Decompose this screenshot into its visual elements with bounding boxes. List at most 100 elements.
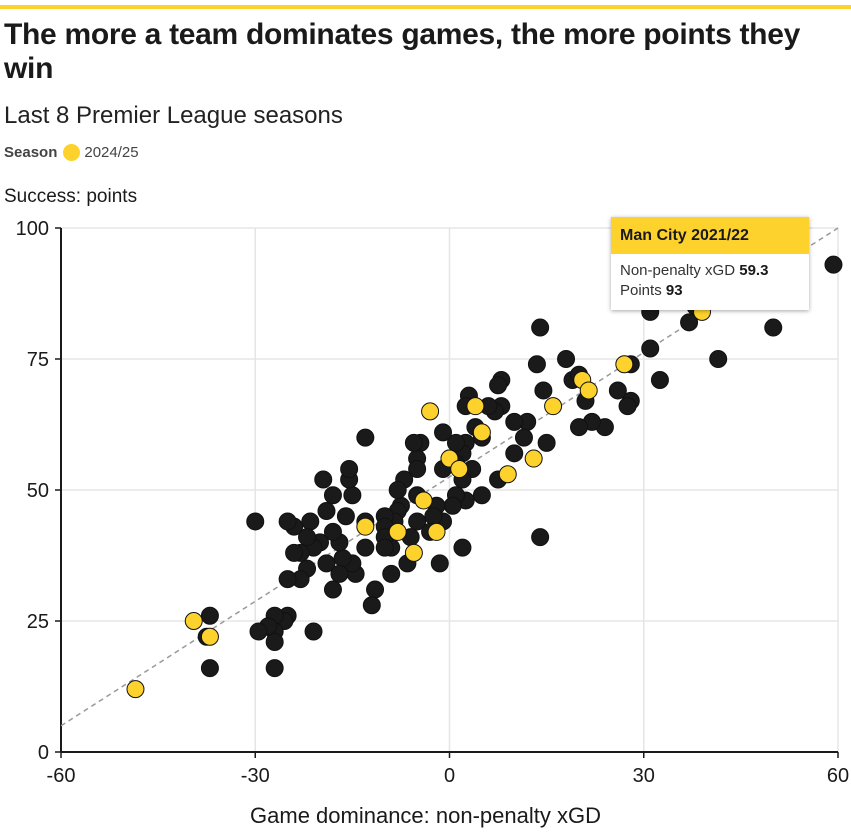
point-other-season xyxy=(388,481,407,499)
x-tick-label: -30 xyxy=(241,765,270,787)
point-other-season xyxy=(709,350,728,368)
point-other-season xyxy=(340,460,359,479)
point-other-season xyxy=(680,313,699,332)
legend-swatch xyxy=(63,144,81,161)
point-other-season xyxy=(343,486,362,505)
point-other-season xyxy=(356,428,375,447)
point-2024-25 xyxy=(472,423,491,442)
point-other-season xyxy=(608,381,627,400)
point-other-season xyxy=(200,606,219,625)
point-2024-25 xyxy=(498,465,517,484)
point-2024-25 xyxy=(126,680,145,699)
y-tick-label: 100 xyxy=(16,218,49,240)
point-other-season xyxy=(356,538,375,557)
y-tick-label: 75 xyxy=(27,349,49,371)
point-2024-25 xyxy=(414,491,433,510)
point-other-season xyxy=(453,538,472,557)
point-2024-25 xyxy=(427,522,446,541)
point-other-season xyxy=(570,418,588,437)
point-other-season xyxy=(404,433,423,452)
point-2024-25 xyxy=(184,612,203,630)
point-other-season xyxy=(641,339,660,358)
point-other-season xyxy=(200,659,219,678)
x-tick-label: -60 xyxy=(47,765,76,787)
tooltip-xgd-row: Non-penalty xGD 59.3 xyxy=(620,261,800,281)
point-other-season xyxy=(265,632,284,651)
point-2024-25 xyxy=(544,397,563,416)
point-2024-25 xyxy=(356,517,375,536)
points-group xyxy=(126,255,843,699)
point-other-season xyxy=(278,512,297,531)
point-2024-25 xyxy=(404,543,423,562)
point-other-season xyxy=(408,512,427,531)
point-other-season xyxy=(534,381,553,400)
tooltip-points-label: Points xyxy=(620,282,662,299)
point-other-season xyxy=(424,507,443,526)
point-other-season xyxy=(336,507,355,526)
point-other-season xyxy=(246,512,265,531)
point-other-season xyxy=(824,255,843,274)
point-other-season xyxy=(527,355,546,374)
point-other-season xyxy=(323,522,342,541)
legend-key: Season xyxy=(4,144,58,161)
point-other-season xyxy=(557,350,576,368)
point-other-season xyxy=(265,659,284,678)
point-other-season xyxy=(514,428,533,447)
point-other-season xyxy=(764,318,783,337)
x-tick-label: 0 xyxy=(444,765,455,787)
point-other-season xyxy=(375,538,394,557)
point-2024-25 xyxy=(579,381,598,400)
point-other-season xyxy=(618,397,637,416)
tooltip-title: Man City 2021/22 xyxy=(611,217,809,254)
tooltip-xgd-label: Non-penalty xGD xyxy=(620,262,736,279)
point-other-season xyxy=(301,512,320,531)
point-2024-25 xyxy=(421,402,440,421)
point-other-season xyxy=(278,570,297,589)
y-tick-label: 25 xyxy=(27,611,49,633)
point-other-season xyxy=(323,580,342,599)
point-other-season xyxy=(408,460,427,479)
point-other-season xyxy=(323,486,342,505)
point-other-season xyxy=(382,564,401,583)
axes: 0 25 50 75 100 -60 -30 0 30 60 xyxy=(16,218,850,787)
point-other-season xyxy=(505,444,524,463)
point-other-season xyxy=(489,376,508,395)
point-other-season xyxy=(314,470,333,489)
tooltip-body: Non-penalty xGD 59.3 Points 93 xyxy=(611,254,809,310)
x-axis-label: Game dominance: non-penalty xGD xyxy=(250,803,601,828)
point-other-season xyxy=(285,543,304,562)
x-tick-label: 30 xyxy=(633,765,655,787)
point-other-season xyxy=(430,554,449,573)
tooltip-xgd-value: 59.3 xyxy=(739,262,769,279)
point-other-season xyxy=(434,423,453,442)
point-2024-25 xyxy=(524,449,543,468)
chart-title: The more a team dominates games, the mor… xyxy=(4,18,800,85)
point-other-season xyxy=(446,433,465,452)
point-other-season xyxy=(317,554,336,573)
point-other-season xyxy=(505,412,524,431)
point-other-season xyxy=(366,580,385,599)
chart-subtitle: Last 8 Premier League seasons xyxy=(4,102,343,129)
point-other-season xyxy=(537,433,556,452)
legend-label: 2024/25 xyxy=(84,144,139,161)
point-other-season xyxy=(298,528,317,547)
point-other-season xyxy=(304,622,323,641)
y-axis-label: Success: points xyxy=(4,186,138,207)
point-other-season xyxy=(443,496,462,515)
point-2024-25 xyxy=(615,355,634,374)
top-accent-bar xyxy=(0,5,851,9)
tooltip: Man City 2021/22 Non-penalty xGD 59.3 Po… xyxy=(611,217,809,310)
point-other-season xyxy=(249,622,268,641)
point-2024-25 xyxy=(466,397,485,416)
point-other-season xyxy=(531,528,550,547)
point-other-season xyxy=(531,318,550,337)
point-2024-25 xyxy=(200,627,219,646)
tooltip-points-value: 93 xyxy=(665,282,683,299)
point-other-season xyxy=(333,549,352,568)
point-2024-25 xyxy=(450,460,469,479)
point-other-season xyxy=(472,486,491,505)
legend: Season 2024/25 xyxy=(4,144,139,161)
y-tick-label: 50 xyxy=(27,480,49,502)
point-other-season xyxy=(362,596,381,615)
